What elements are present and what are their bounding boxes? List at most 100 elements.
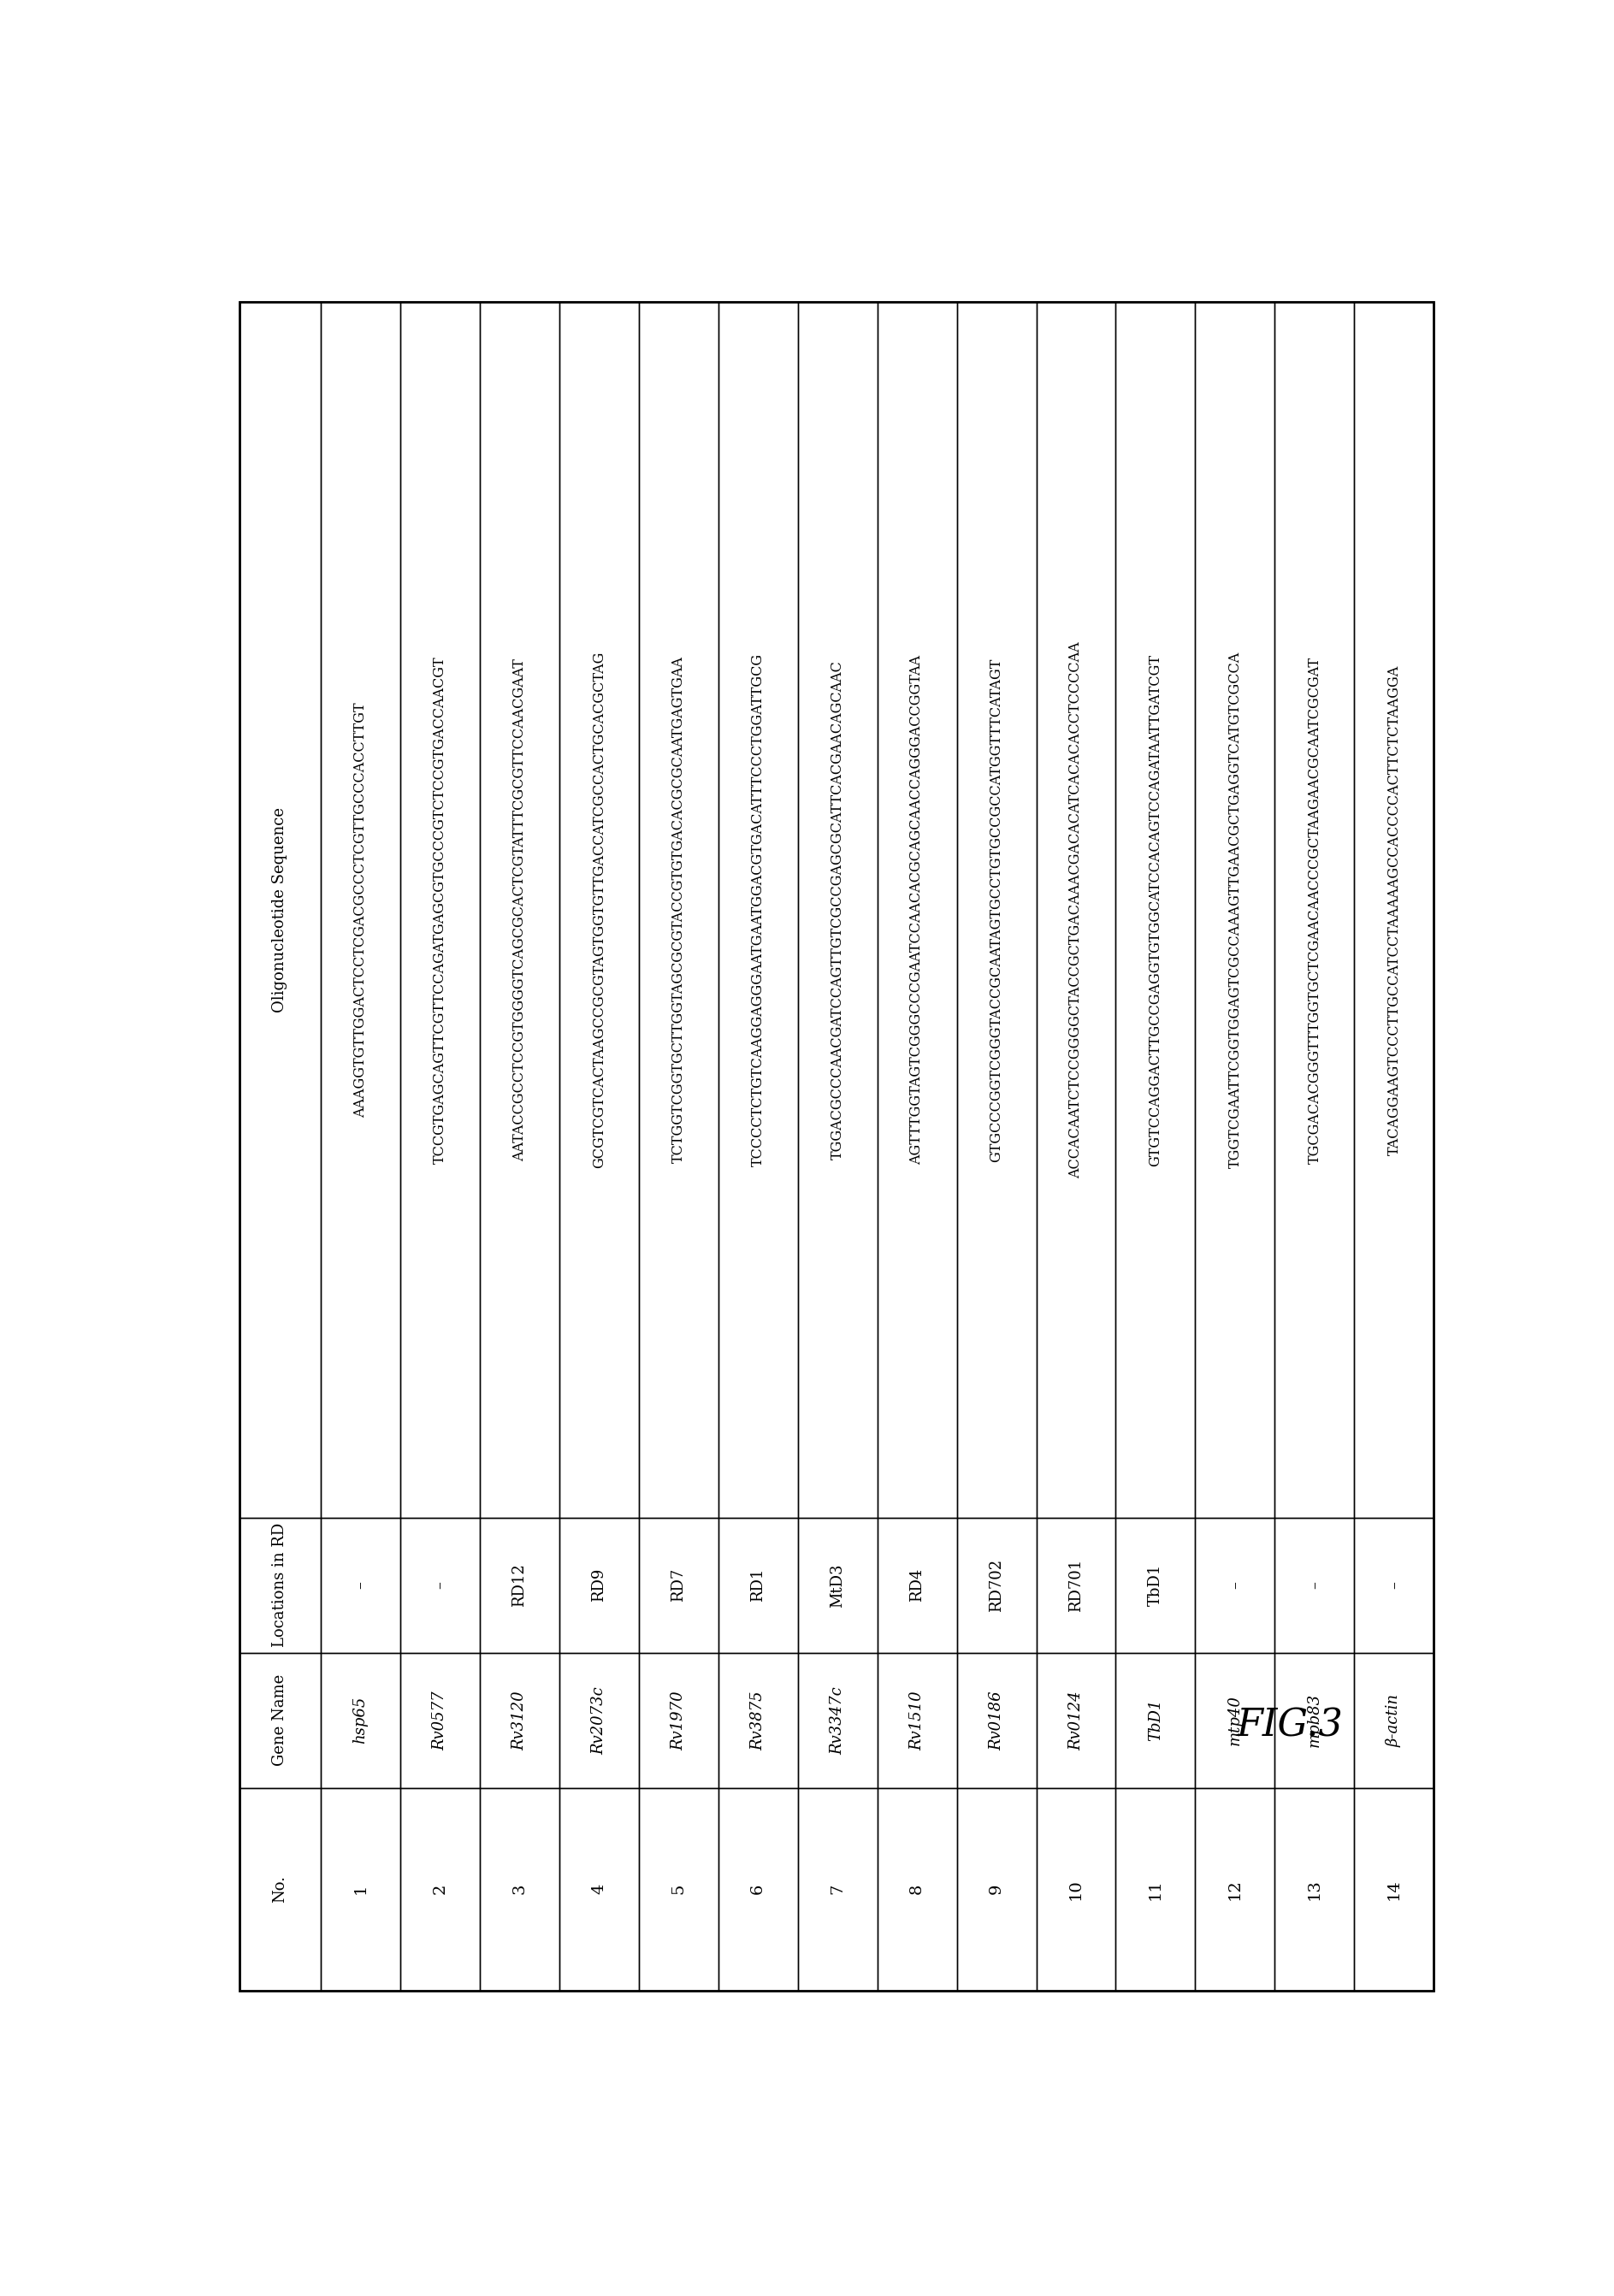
Bar (1115, 1789, 1196, 1991)
Text: 11: 11 (1148, 1878, 1164, 1899)
Text: Rv1510: Rv1510 (909, 1690, 925, 1750)
Text: 12: 12 (1227, 1878, 1243, 1899)
Text: Rv0186: Rv0186 (989, 1690, 1004, 1750)
Text: AATACCGCCTCCGTGGGGTCAGCGCACTCGTATTTCGCGTTCCAACGAAT: AATACCGCCTCCGTGGGGTCAGCGCACTCGTATTTCGCGT… (512, 659, 526, 1162)
Text: AGTTTGGTAGTCGGGCCCGAATCCAACACGCAGCAACCAGGGACCGGTAA: AGTTTGGTAGTCGGGCCCGAATCCAACACGCAGCAACCAG… (910, 654, 925, 1164)
Bar (558, 1789, 639, 1991)
Text: Gene Name: Gene Name (273, 1674, 287, 1766)
Text: 9: 9 (989, 1883, 1004, 1894)
Text: FIG.3: FIG.3 (1236, 1706, 1343, 1743)
Text: 4: 4 (591, 1883, 607, 1894)
Text: RD7: RD7 (671, 1568, 686, 1603)
Bar (718, 1653, 797, 1789)
Text: Rv2073c: Rv2073c (591, 1685, 607, 1754)
Text: RD702: RD702 (989, 1559, 1004, 1612)
Text: 14: 14 (1386, 1878, 1403, 1899)
Bar (321, 1518, 400, 1653)
Text: RD12: RD12 (512, 1564, 528, 1607)
Bar (558, 303, 639, 1518)
Bar (400, 1518, 479, 1653)
Text: AAAGGTGTTGGACTCCTCGACGCCCTCGTTGCCCACCTTGT: AAAGGTGTTGGACTCCTCGACGCCCTCGTTGCCCACCTTG… (353, 703, 368, 1118)
Text: GTGTCCAGGACTTGCCGAGGTGTGGCATCCACAGTCCAGATAATTGATCGT: GTGTCCAGGACTTGCCGAGGTGTGGCATCCACAGTCCAGA… (1148, 654, 1162, 1166)
Text: 8: 8 (909, 1883, 925, 1894)
Bar (1196, 303, 1275, 1518)
Bar (239, 303, 321, 1518)
Bar (797, 303, 878, 1518)
Text: TbD1: TbD1 (1148, 1699, 1164, 1740)
Bar (1196, 1789, 1275, 1991)
Text: –: – (433, 1582, 447, 1589)
Text: β-actin: β-actin (1386, 1694, 1403, 1747)
Bar (797, 1789, 878, 1991)
Bar (957, 1518, 1036, 1653)
Text: RD9: RD9 (591, 1568, 607, 1603)
Bar (400, 1789, 479, 1991)
Text: Rv3347c: Rv3347c (830, 1685, 846, 1754)
Text: TCCCCTCTGTCAAGGAGGGAATGAATGGACGTGACATTTCCCTGGATTGCG: TCCCCTCTGTCAAGGAGGGAATGAATGGACGTGACATTTC… (751, 654, 765, 1166)
Text: Rv3875: Rv3875 (751, 1690, 765, 1750)
Bar (1275, 303, 1354, 1518)
Bar (321, 1789, 400, 1991)
Bar (639, 1653, 718, 1789)
Text: TCCGTGAGCAGTTCGTTCCAGATGAGCGTGCCCGTCTCCGTGACCAACGT: TCCGTGAGCAGTTCGTTCCAGATGAGCGTGCCCGTCTCCG… (433, 657, 447, 1164)
Text: ACCACAATCTCCGGGGCTACCGCTGACAAACGACACATCACACACCTCCCCAA: ACCACAATCTCCGGGGCTACCGCTGACAAACGACACATCA… (1068, 641, 1083, 1178)
Text: 6: 6 (751, 1883, 765, 1894)
Bar (1036, 1518, 1115, 1653)
Bar (797, 1518, 878, 1653)
Text: RD1: RD1 (751, 1568, 765, 1603)
Bar (957, 303, 1036, 1518)
Text: 3: 3 (512, 1883, 528, 1894)
Bar (878, 1653, 957, 1789)
Bar (1275, 1653, 1354, 1789)
Text: –: – (352, 1582, 368, 1589)
Text: 13: 13 (1307, 1878, 1322, 1899)
Text: Locations in RD: Locations in RD (273, 1522, 287, 1646)
Bar (479, 1518, 558, 1653)
Bar (1196, 1518, 1275, 1653)
Bar (1354, 1518, 1433, 1653)
Bar (878, 1789, 957, 1991)
Bar (878, 1518, 957, 1653)
Text: Rv0124: Rv0124 (1068, 1690, 1083, 1750)
Text: mpb83: mpb83 (1307, 1692, 1322, 1747)
Text: –: – (1307, 1582, 1322, 1589)
Text: GCGTCGTCACTAAGCCGCGTAGTGGTGTTGACCATCGCCACTGCACGCTAG: GCGTCGTCACTAAGCCGCGTAGTGGTGTTGACCATCGCCA… (592, 652, 607, 1169)
Bar (1036, 1653, 1115, 1789)
Text: 10: 10 (1068, 1878, 1083, 1899)
Bar (718, 1789, 797, 1991)
Text: mtp40: mtp40 (1227, 1694, 1243, 1745)
Bar (1354, 303, 1433, 1518)
Bar (479, 303, 558, 1518)
Bar (400, 1653, 479, 1789)
Bar (321, 303, 400, 1518)
Bar (239, 1653, 321, 1789)
Bar (1354, 1789, 1433, 1991)
Bar (1115, 1518, 1196, 1653)
Bar (239, 1789, 321, 1991)
Bar (797, 1653, 878, 1789)
Bar (878, 303, 957, 1518)
Bar (957, 1789, 1036, 1991)
Bar (321, 1653, 400, 1789)
Bar (558, 1653, 639, 1789)
Text: GTGCCCGGTCGGGTACCGCAATAGTGCCTGTGCCGCCATGGTTTCATAGT: GTGCCCGGTCGGGTACCGCAATAGTGCCTGTGCCGCCATG… (989, 659, 1004, 1162)
Bar (639, 303, 718, 1518)
Bar (1275, 1789, 1354, 1991)
Bar (718, 1518, 797, 1653)
Text: TGGTCGAATTCGGTGGAGTCGCCAAAGTTGAACGCTGAGGTCATGTCGCCA: TGGTCGAATTCGGTGGAGTCGCCAAAGTTGAACGCTGAGG… (1228, 652, 1243, 1169)
Bar (400, 303, 479, 1518)
Text: 1: 1 (352, 1883, 368, 1894)
Text: Rv1970: Rv1970 (671, 1690, 686, 1750)
Bar (239, 1518, 321, 1653)
Text: Rv0577: Rv0577 (433, 1690, 447, 1750)
Bar (1354, 1653, 1433, 1789)
Bar (1115, 303, 1196, 1518)
Text: 7: 7 (830, 1883, 846, 1894)
Text: hsp65: hsp65 (352, 1697, 368, 1745)
Bar (479, 1653, 558, 1789)
Bar (639, 1789, 718, 1991)
Text: TGCGACACGGGTTTGGTGCTCGAACAACCCGCTAAGAACGCAATCGCGAT: TGCGACACGGGTTTGGTGCTCGAACAACCCGCTAAGAACG… (1307, 657, 1322, 1164)
Text: No.: No. (273, 1876, 287, 1903)
Bar (1036, 303, 1115, 1518)
Bar (1115, 1653, 1196, 1789)
